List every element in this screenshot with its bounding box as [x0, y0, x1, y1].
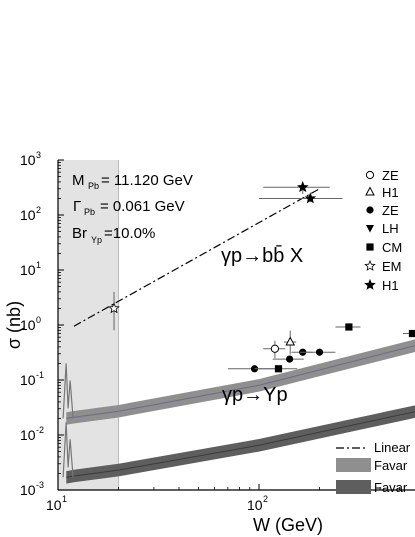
y-tick-label: 10: [20, 207, 36, 223]
legend-label: ZE: [382, 203, 399, 218]
legend-label: EM: [382, 259, 402, 274]
shaded-low-energy-region: [58, 160, 119, 490]
legend-swatch-band: [336, 480, 371, 494]
filled-circle-marker: [366, 206, 374, 214]
y-tick-exponent: 2: [36, 205, 41, 215]
annotation-bb-production: γp→bb̄ X: [221, 244, 303, 267]
info-line1-sub: Pb: [88, 181, 99, 191]
legend-label: H1: [382, 185, 399, 200]
legend-label: Linear: [374, 440, 411, 455]
legend-label: Favar: [374, 458, 408, 473]
legend-label: CM: [382, 240, 402, 255]
info-line3-sub: Υp: [91, 235, 102, 245]
filled-star-marker: [304, 192, 317, 204]
legend-swatch-band: [336, 458, 371, 472]
open-circle-marker: [270, 344, 280, 353]
model-lines: [73, 188, 320, 327]
legend-label: Favar: [374, 480, 408, 495]
filled-circle-marker: [315, 348, 324, 356]
axes: 10 -310 -210 -110 010 110 210 310 1 10 2: [20, 150, 415, 513]
y-tick-label: 10: [20, 372, 36, 388]
x-tick-exponent: 1: [62, 494, 67, 504]
filled-star-marker: [364, 278, 376, 290]
plot-background: [58, 160, 120, 490]
info-line2-main: Γ: [73, 198, 81, 215]
y-tick-exponent: -3: [36, 480, 44, 490]
model-bands: [62, 339, 415, 484]
info-line2-val: = 0.061 GeV: [100, 198, 185, 215]
y-tick-label: 10: [20, 262, 36, 278]
open-star-marker: [108, 302, 120, 314]
open-star-marker: [364, 259, 376, 271]
y-tick-exponent: -1: [36, 370, 44, 380]
y-tick-exponent: 0: [36, 315, 41, 325]
resonance-spike-dark: [62, 422, 74, 478]
y-tick-label: 10: [20, 482, 36, 498]
filled-square-marker: [274, 365, 283, 373]
legend: ZE H1 ZE LH CM EM H1 Linear Favar Favar: [336, 168, 411, 495]
y-tick-label: 10: [20, 317, 36, 333]
info-line2-sub: Pb: [84, 207, 95, 217]
filled-circle-marker: [286, 355, 294, 363]
legend-label: ZE: [382, 168, 399, 183]
linear-dash-dot-line: [73, 188, 320, 327]
y-tick-exponent: 1: [36, 260, 41, 270]
info-line1-val: = 11.120 GeV: [101, 172, 193, 189]
filled-triangle-down-marker: [366, 225, 374, 233]
y-tick-exponent: 3: [36, 150, 41, 160]
x-tick-label: 10: [46, 497, 62, 513]
annotations: M Pb = 11.120 GeV Γ Pb = 0.061 GeV Br Υp…: [4, 172, 323, 535]
x-tick-exponent: 2: [263, 494, 268, 504]
x-axis-label: W (GeV): [253, 515, 323, 535]
filled-square-marker: [366, 243, 374, 251]
filled-star-marker: [297, 181, 309, 193]
legend-label: H1: [382, 278, 399, 293]
filled-circle-marker: [250, 365, 259, 373]
open-triangle-marker: [365, 186, 375, 196]
info-line3-main: Br: [72, 225, 87, 242]
y-axis-label: σ (nb): [4, 301, 24, 349]
resonance-spike-light: [62, 363, 74, 419]
legend-label: LH: [382, 221, 399, 236]
open-triangle-marker: [285, 336, 296, 346]
filled-square-marker: [408, 329, 415, 338]
filled-square-marker: [345, 323, 353, 331]
info-line3-val: =10.0%: [104, 225, 155, 242]
x-tick-label: 10: [247, 497, 263, 513]
annotation-upsilon-production: γp→Υp: [222, 384, 288, 406]
y-tick-label: 10: [20, 427, 36, 443]
open-circle-marker: [365, 170, 375, 180]
y-tick-exponent: -2: [36, 425, 44, 435]
info-line1-main: M: [72, 172, 85, 189]
data-points: [108, 181, 415, 373]
y-tick-label: 10: [20, 152, 36, 168]
band-light: [66, 339, 415, 425]
